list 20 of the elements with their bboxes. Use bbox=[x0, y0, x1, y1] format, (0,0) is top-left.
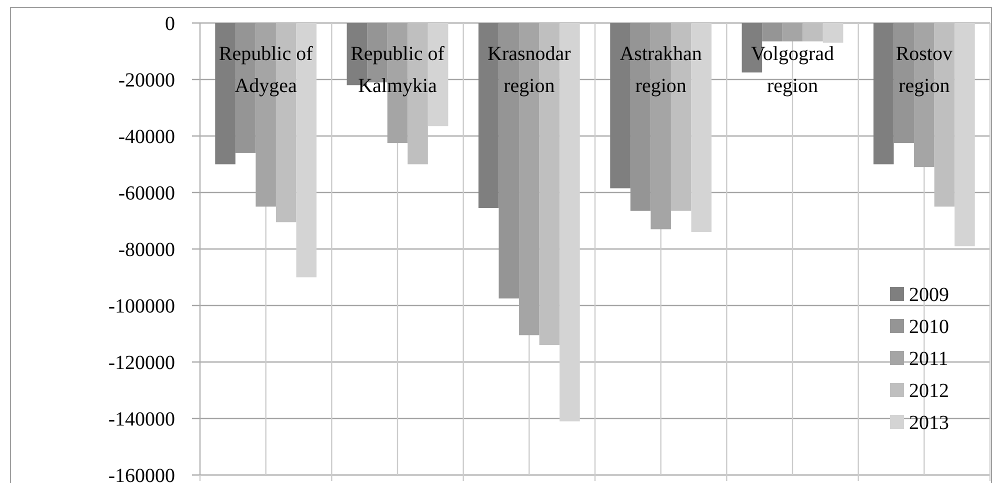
legend-label: 2012 bbox=[909, 380, 949, 402]
x-tick-label: Republic of Kalmykia bbox=[350, 43, 445, 97]
x-tick-label: Astrakhan region bbox=[620, 43, 702, 97]
y-tick-label: -160000 bbox=[108, 465, 175, 483]
x-tick-label: Rostov region bbox=[896, 43, 953, 97]
legend-label: 2011 bbox=[909, 348, 948, 370]
legend-label: 2010 bbox=[909, 316, 949, 338]
y-tick-label: -120000 bbox=[108, 352, 175, 374]
x-tick-label: Krasnodar region bbox=[488, 43, 572, 97]
y-tick-label: -20000 bbox=[118, 70, 175, 92]
y-tick-label: -140000 bbox=[108, 408, 175, 430]
y-tick-label: 0 bbox=[165, 13, 175, 35]
x-tick-label: Republic of Adygea bbox=[218, 43, 314, 97]
x-tick-label: Volgograd region bbox=[751, 43, 834, 97]
y-tick-label: -80000 bbox=[118, 239, 175, 261]
y-tick-label: -60000 bbox=[118, 182, 175, 204]
y-tick-label: -40000 bbox=[118, 126, 175, 148]
legend-label: 2009 bbox=[909, 284, 949, 306]
y-tick-label: -100000 bbox=[108, 296, 175, 318]
legend-label: 2013 bbox=[909, 412, 949, 434]
